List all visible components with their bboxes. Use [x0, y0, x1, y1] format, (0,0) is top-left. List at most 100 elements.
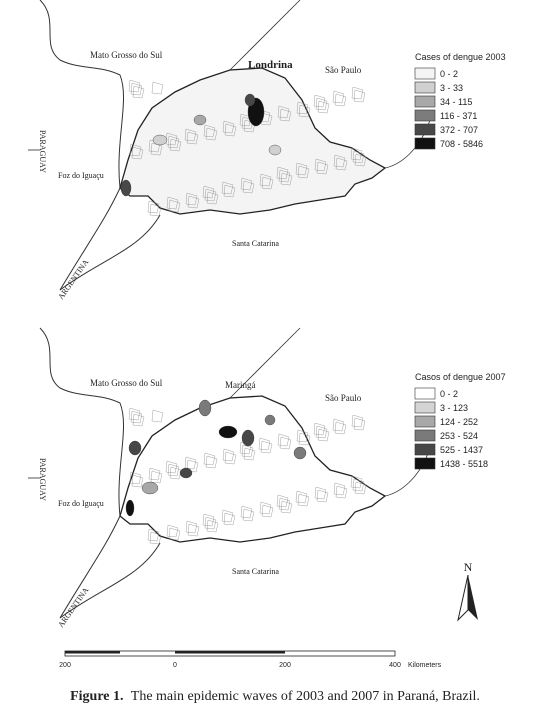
place-label: Mato Grosso do Sul [90, 50, 163, 60]
municipality-border [186, 459, 199, 473]
municipality-border [147, 528, 160, 542]
municipality-border [313, 422, 326, 436]
legend-label: 3 - 33 [440, 83, 463, 93]
municipality-border [132, 85, 145, 99]
municipality-border [277, 433, 290, 447]
place-label: São Paulo [325, 393, 362, 403]
municipality-border [351, 86, 364, 100]
municipality-border [203, 124, 216, 138]
municipality-border [261, 504, 274, 518]
municipality-border [130, 82, 143, 96]
municipality-border [315, 425, 328, 439]
legend-label: 372 - 707 [440, 125, 478, 135]
municipality-border [334, 93, 347, 107]
municipality [244, 93, 256, 107]
legend-label: 0 - 2 [440, 69, 458, 79]
municipality [193, 114, 207, 126]
place-label: Mato Grosso do Sul [90, 378, 163, 388]
municipality-border [150, 470, 163, 484]
municipality-border [224, 123, 237, 137]
municipality-border [221, 181, 234, 195]
municipality [128, 440, 142, 456]
municipality-border [205, 127, 218, 141]
municipality-border [165, 460, 178, 474]
place-label: São Paulo [325, 65, 362, 75]
municipality-border [354, 153, 367, 167]
municipality-border [260, 440, 273, 454]
municipality [141, 481, 159, 495]
municipality-border [166, 524, 179, 538]
municipality-border [222, 120, 235, 134]
municipality-border [259, 173, 272, 187]
place-label: ARGENTINA [56, 258, 90, 302]
legend-swatch [414, 387, 436, 400]
municipality-border [259, 501, 272, 515]
municipality-border [202, 185, 215, 199]
scale-bar [65, 651, 120, 654]
municipality-border [206, 519, 219, 533]
municipality-border [278, 497, 291, 511]
legend-swatch [414, 137, 436, 150]
place-label: PARAGUAY [38, 130, 47, 173]
legend-label: 3 - 123 [440, 403, 468, 413]
legend-swatch [414, 429, 436, 442]
legend-title: Casos of dengue 2007 [415, 372, 506, 382]
legend-label: 124 - 252 [440, 417, 478, 427]
municipality-border [280, 500, 293, 514]
municipality-border [335, 157, 348, 171]
municipality-border [241, 444, 254, 458]
municipality-border [278, 169, 291, 183]
legend-label: 525 - 1437 [440, 445, 483, 455]
municipality [152, 134, 168, 146]
municipality [293, 446, 307, 460]
municipality-border [333, 482, 346, 496]
scale-label: 200 [279, 662, 291, 669]
legend-label: 116 - 371 [440, 111, 477, 121]
municipality-border [276, 494, 289, 508]
place-label: Maringá [225, 380, 256, 390]
municipality-border [203, 452, 216, 466]
municipality-border [317, 428, 330, 442]
river [39, 0, 125, 189]
municipality [264, 414, 276, 426]
municipality-border [186, 131, 199, 145]
municipality-border [185, 520, 198, 534]
municipality-border [131, 146, 144, 160]
municipality [198, 399, 212, 417]
municipality-border [351, 414, 364, 428]
municipality-border [223, 512, 236, 526]
municipality-border [353, 417, 366, 431]
municipality-border [243, 447, 256, 461]
legend-swatch [414, 67, 436, 80]
river [59, 214, 161, 291]
municipality-border [169, 466, 182, 480]
river [384, 447, 431, 497]
municipality-border [239, 113, 252, 127]
legend-swatch [414, 123, 436, 136]
municipality [268, 144, 282, 156]
municipality-border [166, 196, 179, 210]
legend-swatch [414, 81, 436, 94]
north-arrow [457, 574, 469, 622]
municipality-border [242, 180, 255, 194]
river [229, 327, 301, 399]
map-panel: Mato Grosso do Sul São Paulo Maringá PARAGU… [28, 327, 506, 629]
municipality [241, 429, 255, 447]
municipality-border [167, 463, 180, 477]
place-label: PARAGUAY [38, 458, 47, 501]
municipality-border [149, 531, 162, 545]
place-label: Santa Catarina [232, 239, 279, 248]
municipality-border [350, 147, 363, 161]
municipality-border [332, 418, 345, 432]
legend-label: 1438 - 5518 [440, 459, 488, 469]
municipality-border [148, 467, 161, 481]
municipality-border [129, 143, 142, 157]
municipality-border [223, 184, 236, 198]
river [229, 0, 301, 71]
legend-swatch [414, 443, 436, 456]
municipality-border [352, 150, 365, 164]
place-label: Santa Catarina [232, 567, 279, 576]
river [59, 187, 121, 291]
municipality-border [334, 421, 347, 435]
